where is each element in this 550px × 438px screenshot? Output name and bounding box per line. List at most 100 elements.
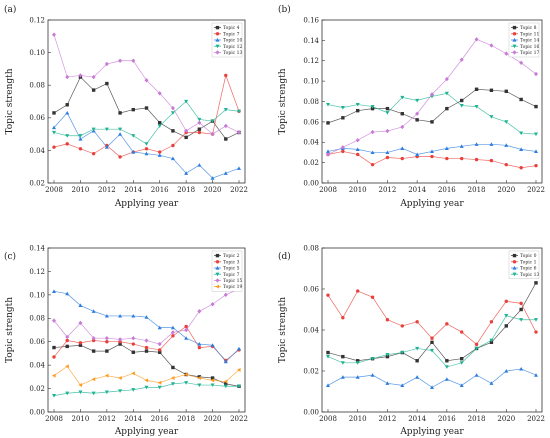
y-axis-label: Topic strength <box>278 68 288 134</box>
data-point-marker-circle <box>131 342 135 346</box>
data-point-marker-circle <box>400 156 404 161</box>
legend-swatch-marker-circle <box>512 260 517 264</box>
legend-entry-label: Topic 2 <box>223 253 240 259</box>
data-point-marker-circle <box>356 289 360 293</box>
series-topic-10 <box>52 110 241 180</box>
y-tick-label: 0.16 <box>303 16 319 24</box>
y-tick-label: 0.08 <box>303 244 319 252</box>
legend-swatch-marker-square <box>512 253 517 258</box>
data-point-marker-square <box>158 120 162 125</box>
data-point-marker-triangle-down <box>370 104 375 109</box>
data-point-marker-triangle-up <box>131 150 136 154</box>
data-point-marker-circle <box>65 338 69 343</box>
data-point-marker-triangle-up <box>370 373 375 377</box>
data-point-marker-triangle-down <box>355 361 360 365</box>
data-point-marker-square <box>158 350 162 354</box>
data-point-marker-diamond <box>474 37 479 42</box>
legend-entry-label: Topic 19 <box>223 284 242 290</box>
data-point-marker-triangle-down <box>210 119 215 124</box>
data-point-marker-triangle-left <box>223 379 228 384</box>
legend-swatch-marker-triangle-down <box>215 44 220 49</box>
x-tick-label: 2008 <box>45 186 63 194</box>
data-point-marker-square <box>534 104 538 109</box>
data-point-marker-triangle-up <box>144 315 149 319</box>
data-point-marker-triangle-left <box>131 371 135 376</box>
data-point-marker-triangle-left <box>52 373 56 378</box>
series-line <box>53 365 240 386</box>
series-topic-15 <box>52 286 241 347</box>
data-point-marker-circle <box>341 149 345 154</box>
data-point-marker-triangle-down <box>78 134 83 138</box>
data-point-marker-triangle-down <box>534 318 538 322</box>
y-tick-label: 0.08 <box>29 82 45 90</box>
x-tick-label: 2018 <box>177 186 195 194</box>
data-point-marker-square <box>326 350 330 355</box>
legend-swatch-marker-triangle-up <box>512 38 517 42</box>
data-point-marker-circle <box>171 334 175 338</box>
data-point-marker-square <box>118 111 122 115</box>
data-point-marker-triangle-down <box>474 346 479 351</box>
data-point-marker-triangle-left <box>104 373 109 378</box>
legend-entry-label: Topic 16 <box>520 44 539 50</box>
data-point-marker-triangle-up <box>355 375 360 379</box>
data-point-marker-circle <box>78 147 83 151</box>
y-tick-label: 0.02 <box>29 385 45 393</box>
data-point-marker-square <box>171 365 175 370</box>
data-point-marker-triangle-left <box>91 377 96 382</box>
data-point-marker-circle <box>105 340 109 344</box>
data-point-marker-triangle-down <box>340 106 345 110</box>
data-point-marker-triangle-up <box>504 143 509 147</box>
data-point-marker-triangle-up <box>170 325 175 330</box>
y-tick-label: 0.02 <box>29 179 45 187</box>
x-tick-label: 2012 <box>379 186 397 194</box>
data-point-marker-circle <box>78 341 83 345</box>
series-topic-1 <box>326 289 538 347</box>
data-point-marker-square <box>105 349 109 353</box>
data-point-marker-diamond <box>370 129 375 135</box>
data-point-marker-diamond <box>52 318 56 323</box>
x-tick-label: 2014 <box>408 415 426 423</box>
panel-label: (a) <box>4 4 16 15</box>
data-point-marker-triangle-down <box>104 127 109 132</box>
y-tick-label: 0.00 <box>303 408 319 416</box>
data-point-marker-circle <box>224 73 228 78</box>
x-axis-label: Applying year <box>114 199 179 209</box>
data-point-marker-diamond <box>210 131 215 137</box>
data-point-marker-circle <box>534 330 538 334</box>
data-point-marker-triangle-down <box>144 385 149 390</box>
data-point-marker-triangle-left <box>197 376 201 381</box>
data-point-marker-triangle-left <box>210 378 215 383</box>
data-point-marker-triangle-up <box>534 373 538 377</box>
data-point-marker-diamond <box>157 91 162 96</box>
x-axis-label: Applying year <box>114 427 179 437</box>
data-point-marker-diamond <box>144 78 149 83</box>
x-tick-label: 2020 <box>204 186 222 194</box>
data-point-marker-diamond <box>91 336 96 341</box>
legend-swatch-marker-diamond <box>215 50 220 55</box>
data-point-marker-triangle-down <box>415 98 420 103</box>
data-point-marker-triangle-down <box>223 108 228 112</box>
data-point-marker-triangle-down <box>355 102 360 107</box>
data-point-marker-circle <box>504 299 508 303</box>
data-point-marker-circle <box>197 345 202 350</box>
data-point-marker-diamond <box>131 336 136 341</box>
x-tick-label: 2010 <box>72 186 90 194</box>
data-point-marker-triangle-up <box>78 303 83 307</box>
x-tick-label: 2022 <box>527 186 545 194</box>
data-point-marker-square <box>144 106 149 110</box>
legend-swatch-marker-square <box>215 253 220 258</box>
data-point-marker-circle <box>445 156 449 161</box>
data-point-marker-square <box>504 89 508 94</box>
data-point-marker-triangle-up <box>326 383 330 387</box>
data-point-marker-square <box>489 88 494 92</box>
panel-a: 0.02 0.04 0.06 0.08 0.10 0.12 2008 2010 2012 2014… <box>4 4 248 209</box>
data-point-marker-circle <box>184 324 188 329</box>
data-point-marker-triangle-up <box>197 342 202 346</box>
series-topic-16 <box>326 91 538 137</box>
data-point-marker-triangle-up <box>210 176 215 180</box>
x-tick-label: 2020 <box>497 186 515 194</box>
data-point-marker-square <box>131 107 135 112</box>
data-point-marker-triangle-up <box>223 171 228 175</box>
